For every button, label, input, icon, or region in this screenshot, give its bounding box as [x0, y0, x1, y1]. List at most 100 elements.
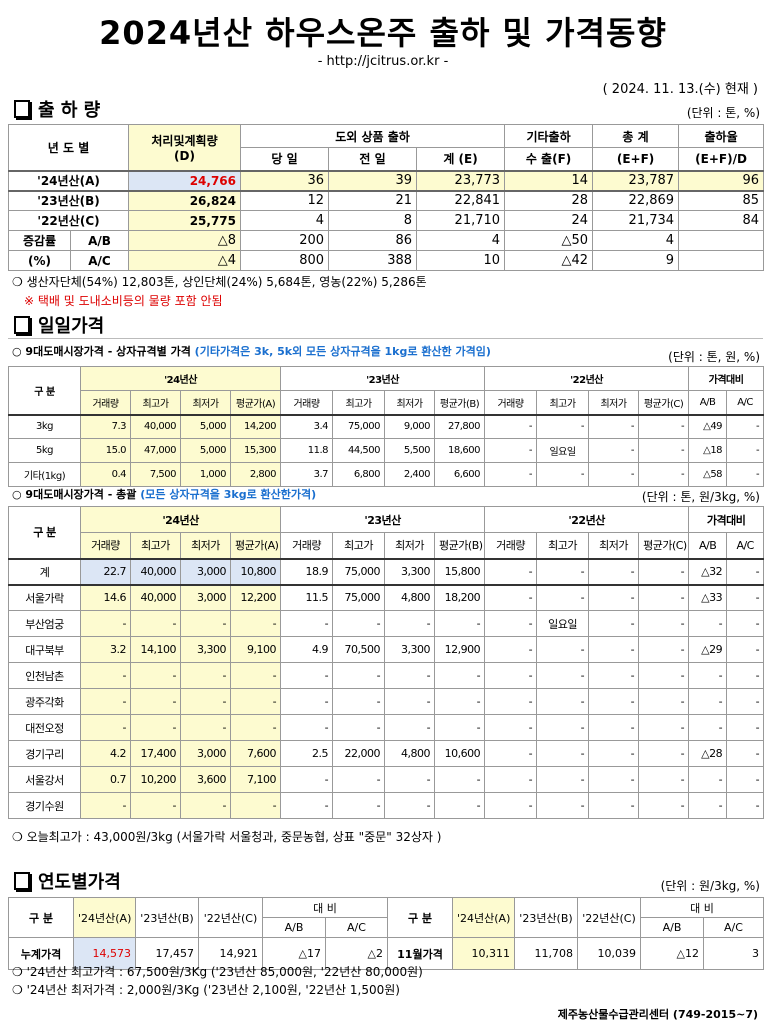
table-cell: -	[332, 688, 386, 715]
table-cell: -	[484, 792, 538, 819]
table-cell: 9,000	[384, 414, 436, 439]
table-cell: -	[280, 792, 334, 819]
header-row: 구 분 '24년산 '23년산 '22년산 가격대비	[8, 366, 765, 416]
table-cell: -	[536, 792, 590, 819]
table-cell: -	[80, 610, 131, 637]
table-row: '23년산(B) 26,824 12 21 22,841 28 22,869 85	[7, 190, 765, 211]
table-cell: -	[130, 714, 181, 741]
table-cell: -	[588, 766, 640, 793]
table-row: 경기구리 4.2 17,400 3,000 7,600 2.5 22,000 4,800 10,…	[8, 740, 765, 767]
table-cell: -	[588, 558, 640, 586]
table-row: 5kg 15.0 47,000 5,000 15,300 11.8 44,500 5,500 1…	[8, 438, 765, 463]
table-cell: 3,600	[180, 766, 231, 793]
table-cell: 40,000	[130, 414, 181, 439]
table-cell: 9,100	[229, 636, 282, 663]
header-year: 년 도 별	[7, 124, 130, 171]
row-label: 부산엄궁	[8, 610, 81, 637]
table-cell: -	[229, 792, 282, 819]
table-cell: 4,800	[384, 740, 436, 767]
divider	[8, 338, 763, 339]
table-cell: 14,573	[73, 937, 136, 970]
table-cell: △32	[688, 558, 728, 586]
table-cell: -	[688, 610, 728, 637]
table-cell: 96	[678, 169, 765, 192]
header-subcol: A/C	[726, 390, 765, 416]
table-row: 증감률 A/B △8 200 86 4 △50 4	[8, 230, 765, 251]
header-subcol: 최저가	[384, 390, 436, 416]
table-cell: 4	[416, 230, 506, 251]
table-cell: 22,869	[592, 190, 680, 211]
table-row: 서울가락 14.6 40,000 3,000 12,200 11.5 75,000 4,800…	[8, 584, 765, 611]
table-cell: 14,200	[229, 414, 282, 439]
table-cell: -	[180, 714, 231, 741]
table-cell: 10,039	[577, 937, 641, 970]
table-cell: -	[588, 610, 640, 637]
table-cell: -	[726, 662, 765, 689]
change-unit: (%)	[8, 250, 71, 271]
header-year: '24년산	[79, 366, 282, 391]
table-cell: -	[536, 636, 590, 663]
table-cell: -	[484, 636, 538, 663]
header-subcol: 거래량	[484, 532, 538, 560]
table-cell: -	[536, 662, 590, 689]
table-cell: 26,824	[128, 190, 242, 211]
table-cell: -	[726, 414, 765, 439]
table-cell: 14,921	[198, 937, 263, 970]
table-cell: 3.7	[280, 462, 334, 487]
today-note: ❍ 오늘최고가 : 43,000원/3kg (서울가락 서울청과, 중문농협, …	[12, 830, 442, 844]
table-cell: -	[434, 766, 486, 793]
table-cell: -	[536, 714, 590, 741]
header-year: 가격대비	[688, 366, 765, 391]
table-cell: 3,000	[180, 584, 231, 611]
unit-label: (단위 : 톤, %)	[686, 106, 760, 120]
header-subcol: 최저가	[588, 390, 640, 416]
header-subcol: 최고가	[130, 390, 181, 416]
table-cell: -	[588, 662, 640, 689]
table-cell: 27,800	[434, 414, 486, 439]
header-ac: A/C	[703, 917, 764, 938]
table-cell: △17	[262, 937, 326, 970]
table-cell: 21	[328, 190, 418, 211]
table-cell: △12	[640, 937, 704, 970]
header-subcol: 최고가	[130, 532, 181, 560]
table-cell: -	[536, 414, 590, 439]
table-cell: 84	[678, 210, 765, 231]
table-cell: -	[688, 766, 728, 793]
header-subcol: A/C	[726, 532, 765, 560]
total-unit: (단위 : 톤, 원/3kg, %)	[641, 490, 760, 504]
table-cell: -	[384, 714, 436, 741]
table-cell: -	[726, 636, 765, 663]
table-cell: 11,708	[514, 937, 578, 970]
site-url[interactable]: - http://jcitrus.or.kr -	[317, 54, 449, 69]
table-cell: 388	[328, 250, 418, 271]
header-outside: 도외 상품 출하	[240, 124, 506, 148]
table-cell: -	[332, 714, 386, 741]
table-cell: -	[638, 662, 690, 689]
table-cell: -	[180, 662, 231, 689]
table-cell: 1,000	[180, 462, 231, 487]
table-cell: 3	[703, 937, 764, 970]
table-cell: 12,900	[434, 636, 486, 663]
table-cell: 10	[416, 250, 506, 271]
row-label: 경기수원	[8, 792, 81, 819]
table-cell: -	[726, 610, 765, 637]
table-cell: 4,800	[384, 584, 436, 611]
table-cell: 47,000	[130, 438, 181, 463]
table-cell: -	[726, 766, 765, 793]
table-cell: 15,300	[229, 438, 282, 463]
table-cell: 18.9	[280, 558, 334, 586]
table-cell: 7.3	[80, 414, 131, 439]
table-cell: -	[180, 792, 231, 819]
header-year: '22년산	[484, 506, 690, 533]
header-group: 구 분	[8, 506, 81, 560]
table-cell: -	[280, 688, 334, 715]
row-label: '24년산(A)	[7, 169, 130, 192]
table-cell: 40,000	[130, 558, 181, 586]
table-cell: -	[384, 688, 436, 715]
table-cell: 0.4	[80, 462, 131, 487]
checkbox-icon	[14, 100, 30, 118]
table-row: (%) A/C △4 800 388 10 △42 9	[8, 250, 765, 271]
table-cell: 36	[240, 169, 330, 192]
header-subcol: 거래량	[80, 532, 131, 560]
